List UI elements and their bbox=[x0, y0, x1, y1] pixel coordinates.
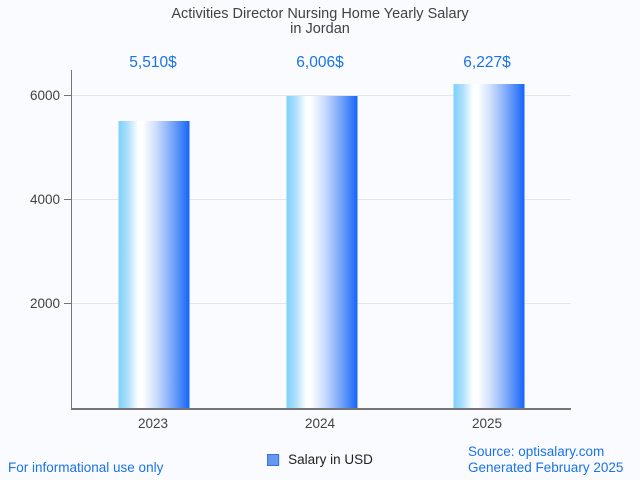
legend: Salary in USD bbox=[267, 452, 373, 467]
chart-title-line2: in Jordan bbox=[290, 20, 350, 37]
tickmark-4000 bbox=[64, 199, 72, 200]
x-axis-label-2024: 2024 bbox=[304, 416, 336, 431]
bar-2023[interactable] bbox=[118, 121, 190, 408]
tickmark-6000 bbox=[64, 95, 72, 96]
bar-value-label-2024: 6,006$ bbox=[296, 54, 344, 71]
legend-label: Salary in USD bbox=[288, 452, 373, 467]
bar-value-label-2025: 6,227$ bbox=[463, 54, 511, 71]
y-axis-label-6000: 6000 bbox=[29, 88, 60, 103]
disclaimer-text: For informational use only bbox=[8, 460, 164, 475]
y-axis-label-2000: 2000 bbox=[29, 296, 60, 311]
x-axis-label-2023: 2023 bbox=[137, 416, 169, 431]
chart-title: Activities Director Nursing Home Yearly … bbox=[0, 7, 640, 36]
plot-area: 2000 4000 6000 bbox=[30, 70, 571, 410]
y-axis-label-4000: 4000 bbox=[29, 192, 60, 207]
source-text: Source: optisalary.com bbox=[468, 444, 605, 459]
gridline-6000 bbox=[72, 95, 571, 96]
source-attribution: Source: optisalary.com Generated Februar… bbox=[468, 444, 623, 476]
bar-2025[interactable] bbox=[453, 84, 524, 408]
x-axis-label-2025: 2025 bbox=[471, 416, 503, 431]
tickmark-2000 bbox=[64, 303, 72, 304]
bar-value-label-2023: 5,510$ bbox=[129, 54, 177, 71]
chart-title-line1: Activities Director Nursing Home Yearly … bbox=[171, 6, 469, 22]
bar-2024[interactable] bbox=[286, 95, 357, 408]
generated-text: Generated February 2025 bbox=[468, 460, 624, 475]
legend-swatch-icon bbox=[267, 453, 280, 466]
